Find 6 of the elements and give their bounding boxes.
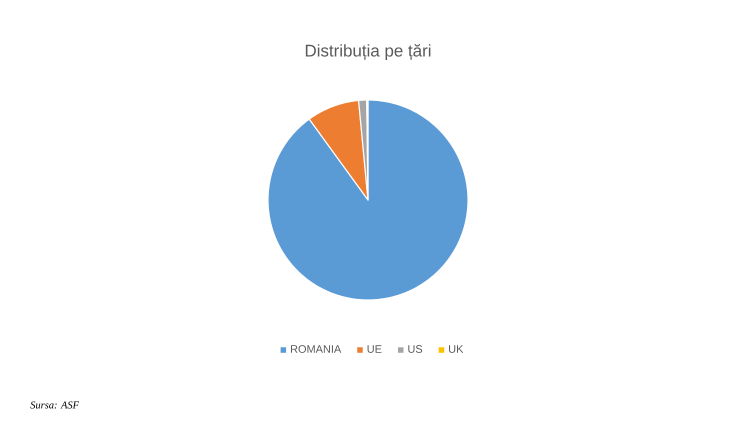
legend-label: ROMANIA bbox=[291, 345, 342, 353]
legend-label: UK bbox=[449, 345, 464, 353]
chart-title: Distribuția pe țări bbox=[306, 44, 430, 60]
legend-label: UE bbox=[368, 345, 382, 353]
legend-label: US bbox=[408, 345, 422, 353]
text: Sursa: ASF bbox=[30, 401, 80, 409]
